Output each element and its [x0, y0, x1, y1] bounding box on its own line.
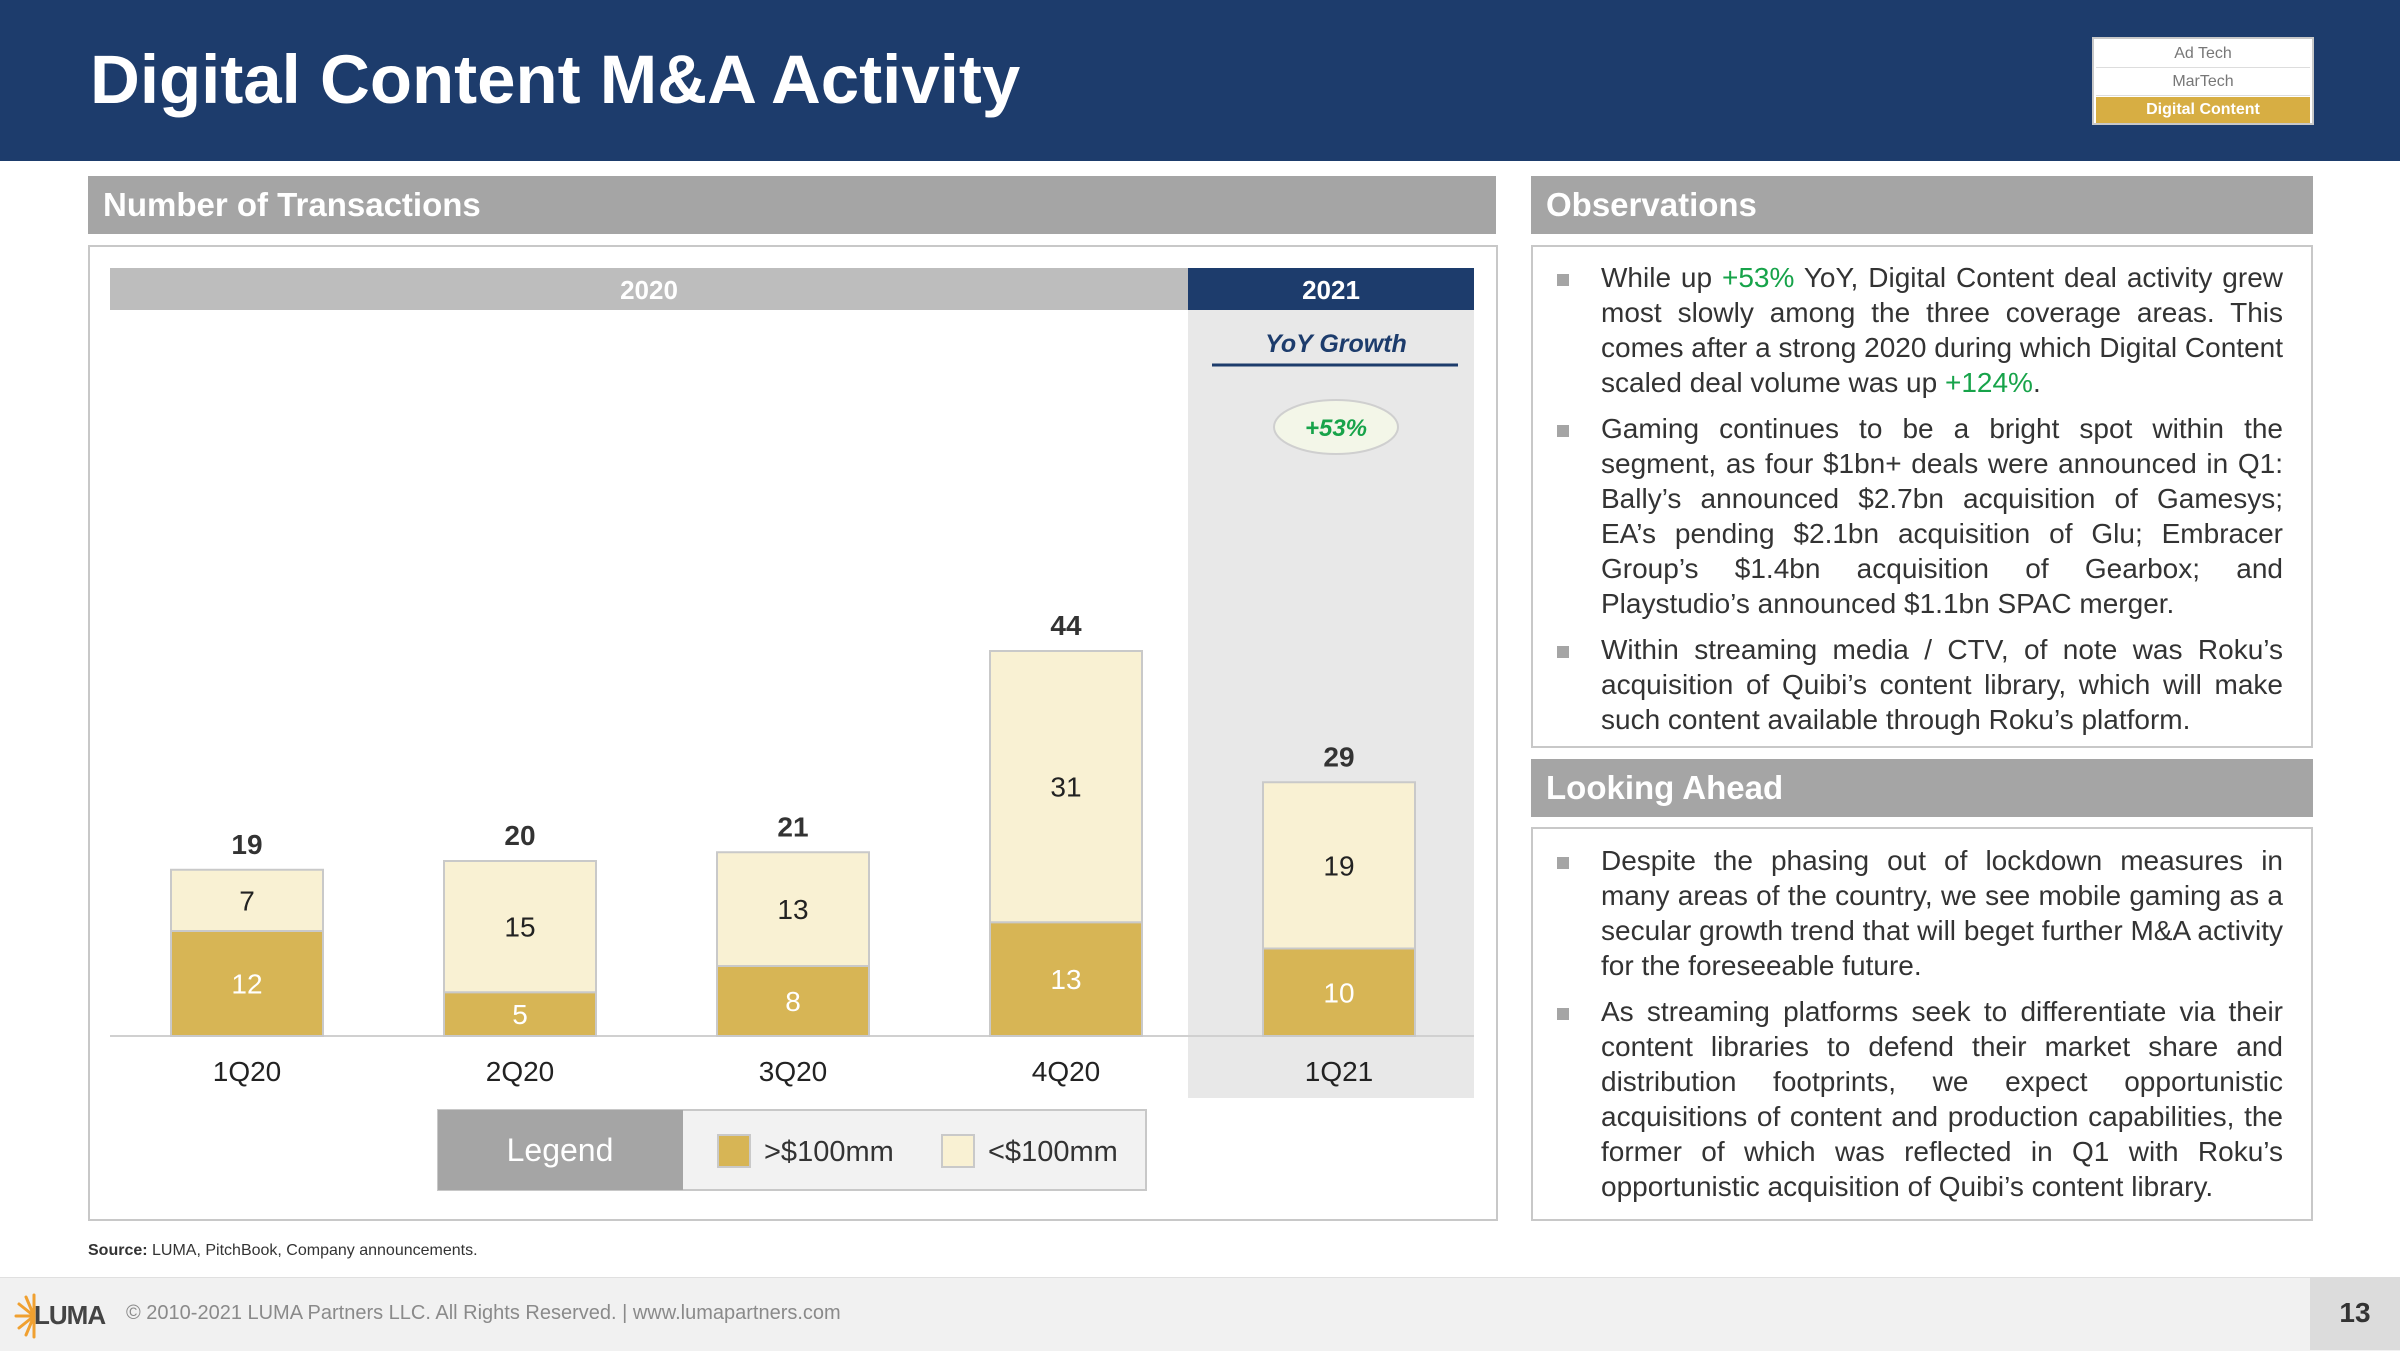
- bar-segment-small-deals: [1262, 781, 1416, 950]
- data-label-large-deals: 13: [1050, 964, 1081, 995]
- data-label-small-deals: 13: [777, 894, 808, 925]
- bar-segment-large-deals: [716, 965, 870, 1037]
- data-label-large-deals: 5: [512, 999, 528, 1030]
- data-label-small-deals: 31: [1050, 772, 1081, 803]
- luma-sunburst-icon: [14, 1293, 36, 1339]
- legend-label-small-deals: <$100mm: [988, 1136, 1118, 1168]
- data-label-total: 21: [777, 811, 808, 842]
- tab-martech[interactable]: MarTech: [2096, 69, 2310, 96]
- x-tick-label: 2Q20: [486, 1056, 555, 1087]
- observations-list: While up +53% YoY, Digital Content deal …: [1557, 260, 2283, 748]
- data-label-total: 29: [1323, 741, 1354, 772]
- data-label-small-deals: 19: [1323, 850, 1354, 881]
- data-label-total: 19: [231, 829, 262, 860]
- x-tick-label: 4Q20: [1032, 1056, 1101, 1087]
- legend-title: Legend: [507, 1132, 614, 1168]
- legend-swatch-small-deals: [941, 1134, 975, 1168]
- growth-highlight: +124%: [1944, 367, 2033, 398]
- bar-segment-small-deals: [989, 650, 1143, 924]
- data-label-large-deals: 8: [785, 986, 801, 1017]
- bullet-square-icon: [1557, 857, 1569, 869]
- data-label-total: 44: [1050, 610, 1082, 641]
- looking-ahead-item: Despite the phasing out of lockdown meas…: [1557, 843, 2283, 983]
- yoy-growth-value: +53%: [1305, 415, 1367, 442]
- x-tick-label: 1Q21: [1305, 1056, 1374, 1087]
- observation-item: While up +53% YoY, Digital Content deal …: [1557, 260, 2283, 400]
- period-header-2021: [1188, 268, 1474, 310]
- luma-logo[interactable]: LUMA: [34, 1300, 106, 1330]
- tab-digital-content[interactable]: Digital Content: [2096, 97, 2310, 123]
- page-number: 13: [2339, 1297, 2371, 1328]
- x-tick-label: 1Q20: [213, 1056, 282, 1087]
- looking-ahead-item: As streaming platforms seek to different…: [1557, 994, 2283, 1204]
- bullet-square-icon: [1557, 425, 1569, 437]
- data-label-small-deals: 15: [504, 912, 535, 943]
- tab-ad-tech[interactable]: Ad Tech: [2096, 41, 2310, 68]
- looking-ahead-list: Despite the phasing out of lockdown meas…: [1557, 843, 2283, 1215]
- page-number-box: [2310, 1277, 2400, 1350]
- data-label-small-deals: 7: [239, 885, 255, 916]
- data-label-large-deals: 10: [1323, 977, 1354, 1008]
- observations-panel: [1531, 245, 2313, 748]
- section-header-looking-ahead: Looking Ahead: [1531, 759, 2313, 817]
- period-label-2020: 2020: [620, 275, 678, 305]
- section-header-observations: Observations: [1531, 176, 2313, 234]
- bullet-square-icon: [1557, 274, 1569, 286]
- bar-segment-small-deals: [170, 868, 324, 932]
- bar-segment-large-deals: [443, 991, 597, 1037]
- page-title: Digital Content M&A Activity: [90, 41, 1021, 118]
- bar-segment-small-deals: [443, 860, 597, 994]
- data-label-total: 20: [504, 820, 535, 851]
- yoy-growth-label: YoY Growth: [1265, 330, 1407, 358]
- bar-segment-large-deals: [170, 930, 324, 1037]
- observation-item: Gaming continues to be a bright spot wit…: [1557, 411, 2283, 621]
- looking-ahead-panel: [1531, 827, 2313, 1221]
- period-header-2020: [110, 268, 1188, 310]
- header-bar: [0, 0, 2400, 161]
- bullet-square-icon: [1557, 646, 1569, 658]
- observation-item: Within streaming media / CTV, of note wa…: [1557, 632, 2283, 737]
- coverage-area-tabs: Ad Tech MarTech Digital Content: [2092, 37, 2314, 125]
- legend-swatch-large-deals: [717, 1134, 751, 1168]
- bar-segment-small-deals: [716, 851, 870, 967]
- legend-label-large-deals: >$100mm: [764, 1136, 894, 1168]
- source-note: Source: LUMA, PitchBook, Company announc…: [88, 1242, 478, 1259]
- data-label-large-deals: 12: [231, 969, 262, 1000]
- bullet-square-icon: [1557, 1008, 1569, 1020]
- section-header-transactions: Number of Transactions: [88, 176, 1496, 234]
- x-tick-label: 3Q20: [759, 1056, 828, 1087]
- yoy-growth-oval: [1273, 399, 1399, 455]
- legend-title-box: [438, 1110, 683, 1190]
- copyright-text: © 2010-2021 LUMA Partners LLC. All Right…: [126, 1302, 841, 1324]
- growth-highlight: +53%: [1722, 262, 1795, 293]
- period-label-2021: 2021: [1302, 275, 1360, 305]
- footer-bar: [0, 1277, 2400, 1351]
